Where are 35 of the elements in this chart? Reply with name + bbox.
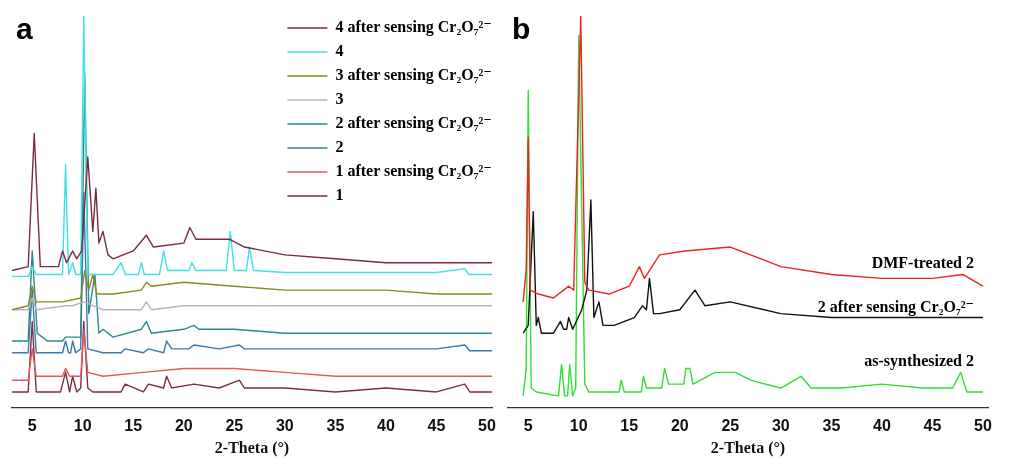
x-tick-label: 40 <box>873 416 891 434</box>
legend-label: 1 after sensing Cr₂O₇²⁻ <box>335 162 492 181</box>
x-tick-label: 35 <box>822 416 841 434</box>
legend-label: 4 after sensing Cr₂O₇²⁻ <box>335 18 492 37</box>
x-tick-label: 50 <box>478 416 496 434</box>
x-tick-label: 20 <box>670 416 689 434</box>
legend-label: 1 <box>335 186 344 204</box>
legend-label: 3 after sensing Cr₂O₇²⁻ <box>335 66 492 85</box>
x-tick-label: 30 <box>771 416 790 434</box>
annotation: b <box>512 12 531 46</box>
series-label: 2 after sensing Cr₂O₇²⁻ <box>817 297 974 316</box>
x-tick-label: 10 <box>73 416 92 434</box>
x-tick-label: 25 <box>721 416 740 434</box>
x-tick-label: 5 <box>523 416 533 434</box>
legend-label: 4 <box>335 42 344 60</box>
x-axis-title: 2-Theta (°) <box>710 438 786 457</box>
annotation: a <box>16 12 33 46</box>
x-tick-label: 45 <box>923 416 942 434</box>
x-tick-label: 10 <box>569 416 588 434</box>
legend-label: 2 <box>335 138 344 156</box>
x-tick-label: 50 <box>974 416 992 434</box>
x-axis-title: 2-Theta (°) <box>214 438 290 457</box>
x-tick-label: 15 <box>620 416 639 434</box>
x-tick-label: 35 <box>326 416 345 434</box>
x-tick-label: 15 <box>124 416 143 434</box>
series-label: DMF-treated 2 <box>871 254 974 272</box>
x-tick-label: 30 <box>275 416 294 434</box>
x-tick-label: 40 <box>377 416 395 434</box>
x-tick-label: 45 <box>427 416 446 434</box>
legend-label: 3 <box>335 90 344 108</box>
x-tick-label: 5 <box>27 416 37 434</box>
x-tick-label: 25 <box>225 416 244 434</box>
legend-label: 2 after sensing Cr₂O₇²⁻ <box>335 114 492 133</box>
series-label: as-synthesized 2 <box>864 352 974 371</box>
x-tick-label: 20 <box>174 416 193 434</box>
